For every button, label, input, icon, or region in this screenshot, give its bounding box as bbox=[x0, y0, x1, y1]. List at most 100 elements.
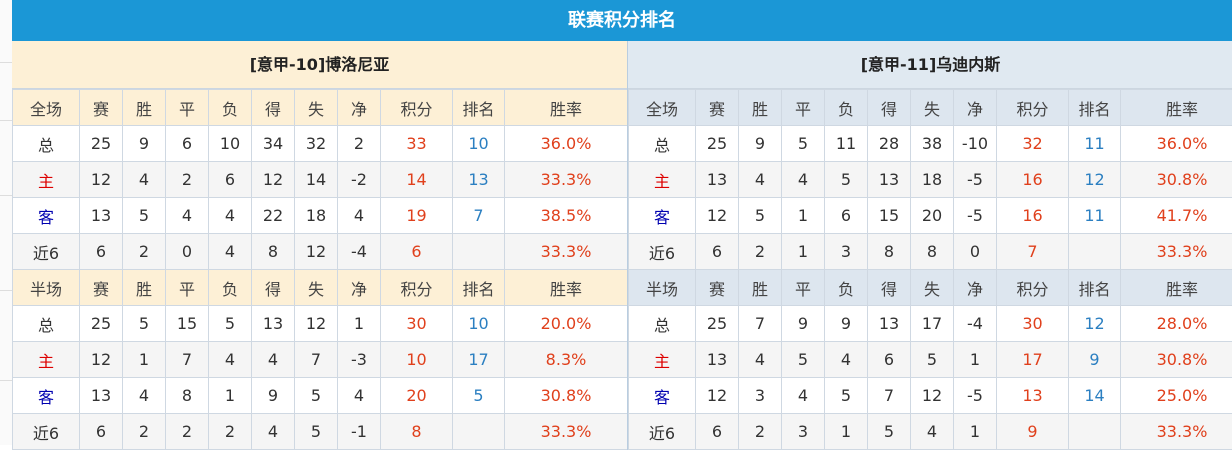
cell-gf: 22 bbox=[252, 198, 295, 234]
cell-points: 10 bbox=[381, 342, 453, 378]
cell-won: 2 bbox=[123, 414, 166, 450]
cell-rank bbox=[453, 414, 505, 450]
cell-rank: 17 bbox=[453, 342, 505, 378]
cell-type: 客 bbox=[13, 198, 80, 234]
header-drawn: 平 bbox=[166, 90, 209, 126]
cell-lost: 5 bbox=[825, 378, 868, 414]
cell-drawn: 7 bbox=[166, 342, 209, 378]
cell-gd: 4 bbox=[338, 378, 381, 414]
cell-won: 1 bbox=[123, 342, 166, 378]
cell-played: 25 bbox=[80, 126, 123, 162]
cell-points: 20 bbox=[381, 378, 453, 414]
cell-points: 30 bbox=[997, 306, 1069, 342]
cell-gd: 2 bbox=[338, 126, 381, 162]
cell-winrate: 33.3% bbox=[1121, 414, 1232, 450]
cell-type: 总 bbox=[629, 126, 696, 162]
header-half: 半场 bbox=[13, 270, 80, 306]
cell-gd: -3 bbox=[338, 342, 381, 378]
cell-gf: 13 bbox=[252, 306, 295, 342]
cell-ga: 5 bbox=[295, 414, 338, 450]
cell-type: 客 bbox=[629, 378, 696, 414]
cell-ga: 4 bbox=[911, 414, 954, 450]
header-gf: 得 bbox=[252, 270, 295, 306]
cell-drawn: 6 bbox=[166, 126, 209, 162]
cell-gd: -10 bbox=[954, 126, 997, 162]
cell-gd: -5 bbox=[954, 378, 997, 414]
header-played: 赛 bbox=[696, 270, 739, 306]
header-won: 胜 bbox=[123, 270, 166, 306]
cell-rank: 7 bbox=[453, 198, 505, 234]
cell-drawn: 9 bbox=[782, 306, 825, 342]
cell-won: 9 bbox=[123, 126, 166, 162]
cell-gf: 28 bbox=[868, 126, 911, 162]
header-gf: 得 bbox=[868, 270, 911, 306]
cell-drawn: 8 bbox=[166, 378, 209, 414]
cell-played: 6 bbox=[80, 414, 123, 450]
header-full: 全场 bbox=[13, 90, 80, 126]
cell-won: 4 bbox=[123, 162, 166, 198]
cell-points: 16 bbox=[997, 162, 1069, 198]
cell-rank: 12 bbox=[1069, 162, 1121, 198]
cell-ga: 38 bbox=[911, 126, 954, 162]
half-header-row: 半场赛胜平负得失净积分排名胜率 bbox=[629, 270, 1232, 306]
header-rank: 排名 bbox=[453, 270, 505, 306]
cell-gd: 1 bbox=[954, 342, 997, 378]
cell-winrate: 38.5% bbox=[505, 198, 628, 234]
cell-won: 9 bbox=[739, 126, 782, 162]
cell-lost: 1 bbox=[209, 378, 252, 414]
cell-played: 13 bbox=[696, 162, 739, 198]
cell-lost: 4 bbox=[209, 234, 252, 270]
cell-gd: 0 bbox=[954, 234, 997, 270]
cell-played: 12 bbox=[696, 198, 739, 234]
header-drawn: 平 bbox=[782, 90, 825, 126]
cell-points: 33 bbox=[381, 126, 453, 162]
cell-rank: 10 bbox=[453, 126, 505, 162]
header-ga: 失 bbox=[911, 270, 954, 306]
header-gf: 得 bbox=[252, 90, 295, 126]
cell-won: 5 bbox=[739, 198, 782, 234]
cell-gf: 13 bbox=[868, 162, 911, 198]
header-lost: 负 bbox=[209, 90, 252, 126]
cell-winrate: 20.0% bbox=[505, 306, 628, 342]
cell-rank: 11 bbox=[1069, 198, 1121, 234]
cell-lost: 4 bbox=[209, 198, 252, 234]
cell-points: 7 bbox=[997, 234, 1069, 270]
cell-drawn: 2 bbox=[166, 162, 209, 198]
cell-ga: 8 bbox=[911, 234, 954, 270]
cell-type: 近6 bbox=[13, 414, 80, 450]
cell-ga: 12 bbox=[911, 378, 954, 414]
cell-drawn: 5 bbox=[782, 342, 825, 378]
cell-gf: 6 bbox=[868, 342, 911, 378]
cell-lost: 1 bbox=[825, 414, 868, 450]
cell-ga: 12 bbox=[295, 306, 338, 342]
half-header-row: 半场赛胜平负得失净积分排名胜率 bbox=[13, 270, 628, 306]
cell-points: 19 bbox=[381, 198, 453, 234]
header-drawn: 平 bbox=[166, 270, 209, 306]
cell-gd: -4 bbox=[954, 306, 997, 342]
cell-winrate: 30.8% bbox=[505, 378, 628, 414]
cell-gd: 4 bbox=[338, 198, 381, 234]
cell-played: 6 bbox=[696, 234, 739, 270]
header-gd: 净 bbox=[954, 270, 997, 306]
cell-played: 12 bbox=[80, 342, 123, 378]
header-drawn: 平 bbox=[782, 270, 825, 306]
cell-played: 25 bbox=[80, 306, 123, 342]
cell-won: 2 bbox=[739, 234, 782, 270]
cell-drawn: 1 bbox=[782, 198, 825, 234]
header-gd: 净 bbox=[954, 90, 997, 126]
cell-lost: 4 bbox=[209, 342, 252, 378]
cell-won: 7 bbox=[739, 306, 782, 342]
cell-lost: 10 bbox=[209, 126, 252, 162]
cell-drawn: 4 bbox=[782, 162, 825, 198]
cell-played: 12 bbox=[696, 378, 739, 414]
cell-won: 3 bbox=[739, 378, 782, 414]
cell-winrate: 25.0% bbox=[1121, 378, 1232, 414]
cell-rank: 5 bbox=[453, 378, 505, 414]
panel-title: 联赛积分排名 bbox=[12, 0, 1232, 41]
header-full: 全场 bbox=[629, 90, 696, 126]
cell-type: 近6 bbox=[13, 234, 80, 270]
